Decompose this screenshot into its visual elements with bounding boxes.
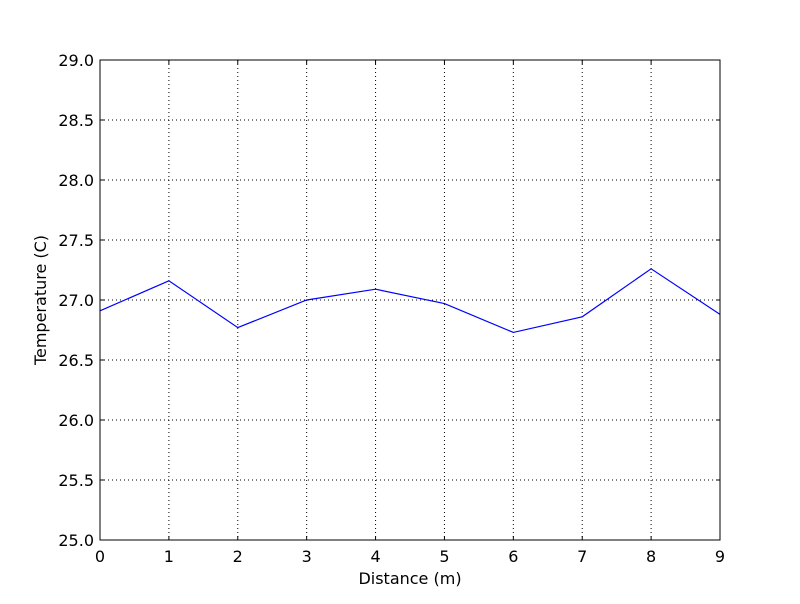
temperature-series-line [100,269,720,333]
x-tick-label: 9 [715,547,725,566]
plot-series [100,269,720,333]
y-tick-label: 27.5 [58,231,94,250]
y-tick-label: 25.0 [58,531,94,550]
x-axis-label: Distance (m) [358,569,461,588]
x-tick-label: 5 [439,547,449,566]
grid-lines [100,60,720,540]
x-tick-label: 6 [508,547,518,566]
y-tick-label: 25.5 [58,471,94,490]
x-tick-label: 1 [164,547,174,566]
y-tick-label: 28.5 [58,111,94,130]
y-tick-label: 26.0 [58,411,94,430]
x-tick-label: 4 [370,547,380,566]
y-tick-label: 29.0 [58,51,94,70]
x-tick-label: 2 [233,547,243,566]
x-tick-label: 3 [302,547,312,566]
x-tick-labels: 0 1 2 3 4 5 6 7 8 9 [95,547,725,566]
y-tick-label: 27.0 [58,291,94,310]
x-tick-label: 0 [95,547,105,566]
x-tick-label: 8 [646,547,656,566]
y-tick-label: 28.0 [58,171,94,190]
y-tick-label: 26.5 [58,351,94,370]
y-tick-labels: 25.0 25.5 26.0 26.5 27.0 27.5 28.0 28.5 29.0 [58,51,94,550]
y-axis-label: Temperature (C) [31,235,50,366]
x-tick-label: 7 [577,547,587,566]
